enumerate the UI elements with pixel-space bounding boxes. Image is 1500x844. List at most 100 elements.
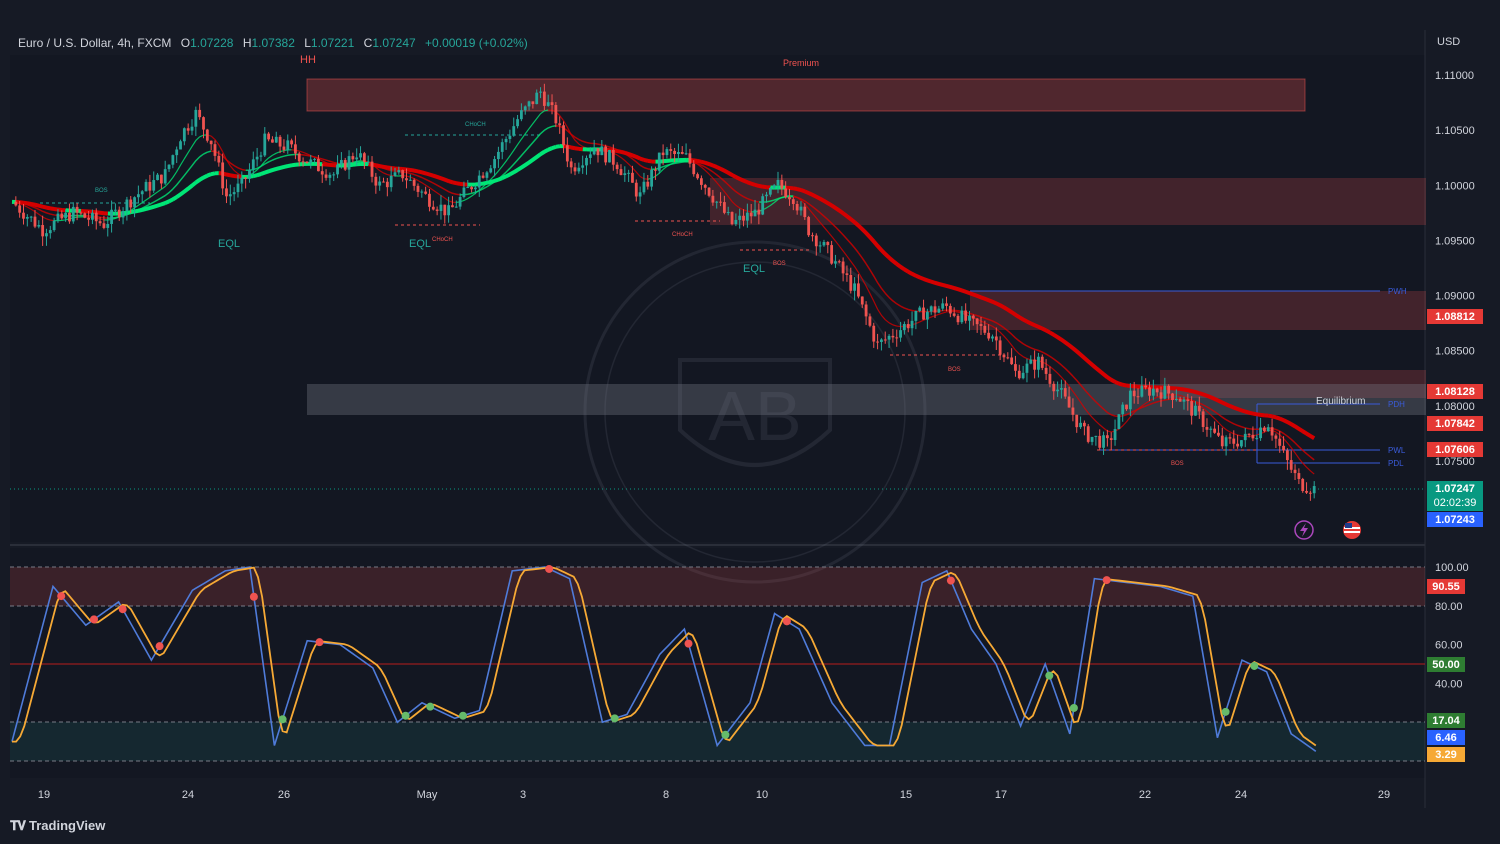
bos-label-4: BOS	[1171, 461, 1184, 467]
candle-body	[799, 206, 803, 211]
candle-body	[964, 310, 968, 321]
candle	[1163, 377, 1167, 400]
candle-body	[343, 160, 347, 170]
candle-body	[945, 303, 948, 306]
candle	[129, 195, 133, 214]
candle	[447, 196, 451, 223]
candle-body	[554, 105, 558, 124]
candle	[1155, 387, 1159, 397]
candle-body	[75, 206, 79, 213]
candle	[217, 150, 221, 167]
candle	[1052, 381, 1056, 400]
tradingview-logo[interactable]: 𝐓𝐕 TradingView	[10, 818, 105, 834]
candles	[14, 83, 1316, 501]
candle	[581, 155, 585, 174]
candle-body	[849, 274, 853, 291]
stoch-badge: 50.00	[1427, 657, 1465, 672]
candle-body	[175, 149, 179, 156]
currency-label[interactable]: USD	[1437, 36, 1461, 48]
stoch-cross-dot	[426, 702, 435, 711]
candle	[914, 310, 918, 330]
price-badge-bg	[1427, 512, 1483, 527]
candle	[753, 199, 757, 217]
candle-body	[803, 206, 807, 218]
stoch-cross-dot	[90, 615, 98, 624]
candle	[121, 207, 125, 225]
candle	[665, 147, 669, 159]
candle-body	[1186, 399, 1190, 402]
candle	[1224, 435, 1228, 456]
candle	[1282, 436, 1285, 453]
candle	[48, 225, 52, 239]
candle-body	[466, 187, 470, 189]
candle-body	[1067, 396, 1071, 408]
candle	[125, 196, 129, 221]
candle	[416, 183, 420, 198]
candle-body	[1201, 411, 1205, 427]
candle	[745, 203, 749, 228]
candle	[435, 206, 439, 216]
candle-body	[267, 133, 271, 140]
candle	[948, 303, 952, 318]
stoch-cross-dot	[57, 592, 66, 601]
candle	[726, 206, 730, 216]
price-badge: 1.07243	[1427, 512, 1483, 527]
candle-body	[657, 152, 661, 171]
stochastic-lines	[11, 564, 1317, 752]
candle	[757, 203, 761, 225]
candle-body	[297, 153, 301, 162]
oversold-zone	[10, 722, 1425, 761]
candle-body	[1148, 387, 1151, 396]
price-badge: 1.08128	[1427, 384, 1483, 399]
candle-body	[209, 140, 213, 145]
candle	[826, 241, 830, 254]
candle	[634, 179, 638, 202]
candle	[707, 187, 711, 198]
supply-zone-1	[710, 178, 1426, 225]
candle-body	[1209, 428, 1213, 430]
candle	[531, 101, 535, 109]
candle-body	[1014, 364, 1017, 371]
candle-body	[883, 339, 887, 341]
candle-body	[156, 174, 159, 181]
candle-body	[581, 165, 585, 168]
candle	[412, 178, 416, 191]
candle-body	[1270, 427, 1274, 436]
candle-body	[1163, 385, 1167, 399]
candle-body	[814, 235, 818, 247]
candle	[1274, 433, 1278, 449]
candle	[366, 155, 370, 166]
candle	[1094, 435, 1098, 446]
candle-body	[868, 316, 872, 326]
candle	[259, 151, 263, 162]
stoch-cross-dot	[946, 576, 955, 585]
candle-body	[960, 310, 964, 323]
candle-body	[443, 204, 447, 216]
candle-body	[190, 126, 194, 131]
candle-body	[1282, 445, 1285, 451]
candle-body	[971, 315, 975, 319]
candle	[1194, 401, 1197, 416]
time-tick-label: 22	[1139, 789, 1151, 801]
candle	[860, 296, 864, 308]
time-tick-label: 3	[520, 789, 526, 801]
candle-body	[703, 184, 707, 188]
candle-body	[887, 335, 891, 340]
candle-body	[834, 261, 837, 264]
candle	[1263, 425, 1266, 433]
candle	[294, 135, 297, 160]
choch-label-2: CHoCH	[432, 237, 453, 243]
open-label: O	[180, 36, 191, 50]
candle-body	[1132, 390, 1136, 397]
candle-body	[481, 175, 485, 178]
candle	[933, 300, 937, 319]
candle	[711, 189, 715, 206]
candle	[565, 137, 569, 168]
candle	[1121, 402, 1125, 422]
candle	[393, 167, 397, 177]
candle-body	[661, 152, 665, 156]
candle	[1278, 431, 1282, 453]
supply-zone-2	[970, 291, 1426, 330]
candle-body	[715, 201, 719, 203]
